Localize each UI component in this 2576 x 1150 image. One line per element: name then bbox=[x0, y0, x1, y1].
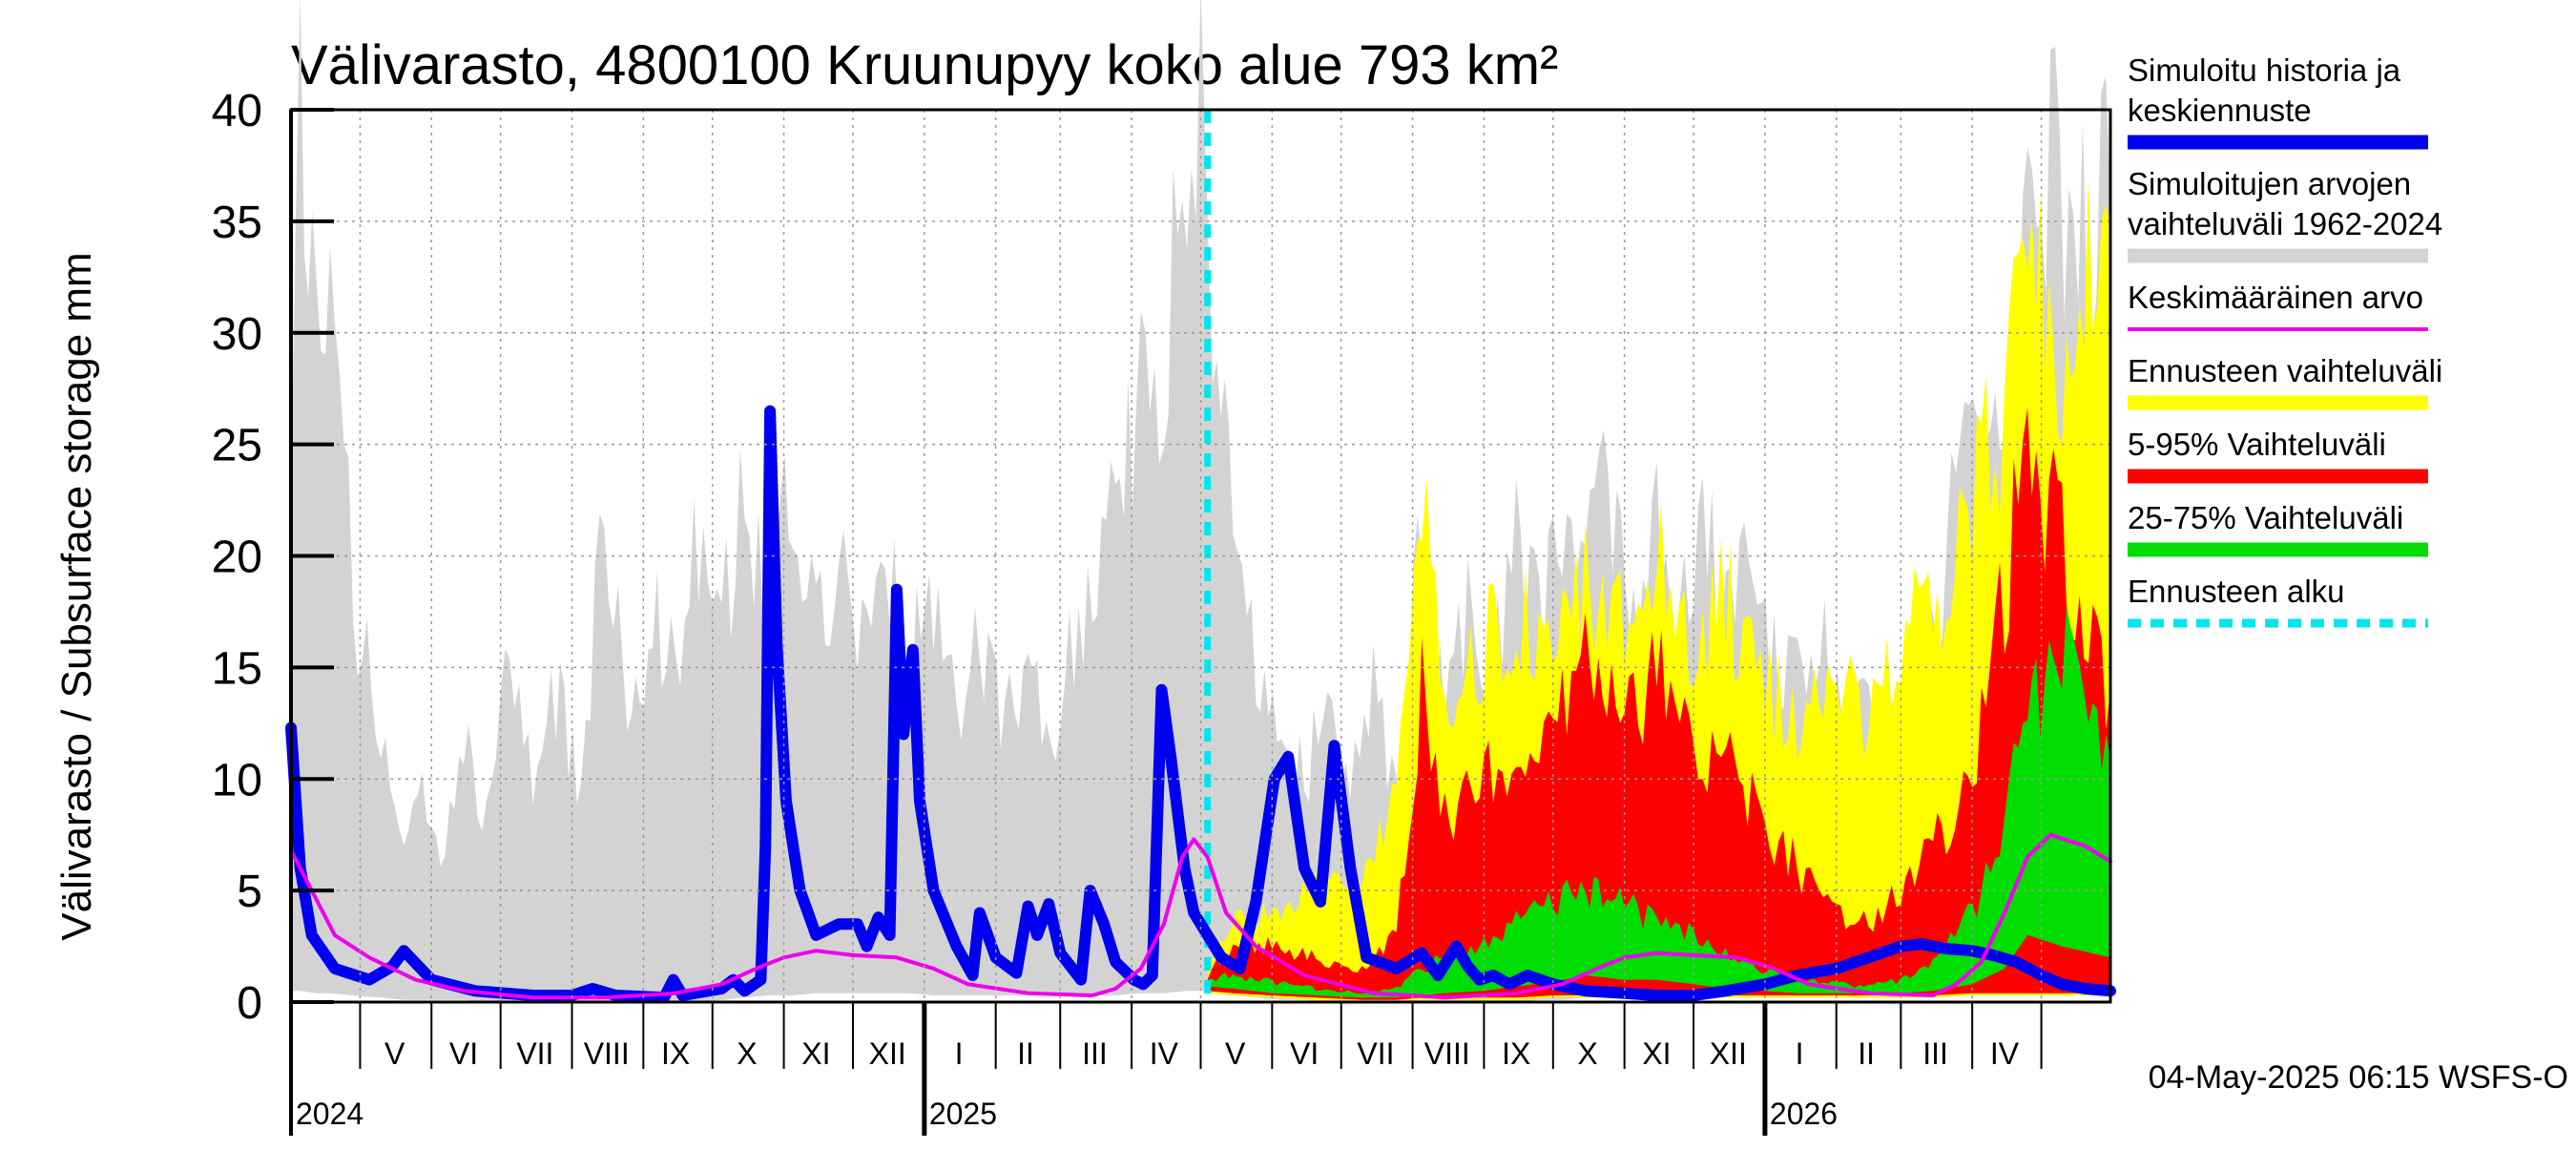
grid-layer bbox=[291, 110, 2110, 1002]
x-tick-label-21: II bbox=[1858, 1036, 1875, 1071]
y-axis-label: Välivarasto / Subsurface storage mm bbox=[53, 252, 100, 940]
x-tick-label-10: III bbox=[1082, 1036, 1108, 1071]
y-tick-label-2: 10 bbox=[212, 755, 262, 805]
x-tick-label-11: IV bbox=[1150, 1036, 1179, 1071]
footer-timestamp: 04-May-2025 06:15 WSFS-O bbox=[2149, 1059, 2568, 1096]
y-tick-label-3: 15 bbox=[212, 643, 262, 694]
x-tick-label-9: II bbox=[1017, 1036, 1034, 1071]
legend-label-4-0: 5-95% Vaihteluväli bbox=[2128, 427, 2386, 462]
series-line-0 bbox=[285, 405, 2116, 1004]
x-tick-label-13: VI bbox=[1290, 1036, 1319, 1071]
x-tick-label-19: XII bbox=[1710, 1036, 1747, 1071]
x-tick-label-22: III bbox=[1922, 1036, 1948, 1071]
y-tick-label-5: 25 bbox=[212, 421, 262, 471]
y-tick-label-7: 35 bbox=[212, 198, 262, 248]
x-tick-label-7: XII bbox=[869, 1036, 906, 1071]
x-tick-label-3: VIII bbox=[584, 1036, 630, 1071]
chart-title: Välivarasto, 4800100 Kruunupyy koko alue… bbox=[291, 34, 1558, 96]
series-line-1 bbox=[289, 832, 2112, 1000]
y-tick-label-6: 30 bbox=[212, 309, 262, 360]
legend-label-1-1: vaihteluväli 1962-2024 bbox=[2128, 206, 2442, 241]
band-2 bbox=[1207, 408, 2110, 1000]
legend-label-0-0: Simuloitu historia ja bbox=[2128, 52, 2401, 88]
legend-label-1-0: Simuloitujen arvojen bbox=[2128, 166, 2411, 201]
legend-label-5-0: 25-75% Vaihteluväli bbox=[2128, 500, 2403, 535]
y-tick-label-8: 40 bbox=[212, 86, 262, 136]
x-tick-label-23: IV bbox=[1990, 1036, 2020, 1071]
y-tick-label-1: 5 bbox=[237, 867, 262, 917]
x-tick-label-18: XI bbox=[1642, 1036, 1671, 1071]
x-tick-label-20: I bbox=[1796, 1036, 1804, 1071]
legend: Simuloitu historia ja keskiennuste Simuloi… bbox=[2128, 52, 2442, 628]
x-tick-label-12: V bbox=[1225, 1036, 1246, 1071]
year-label-0: 2024 bbox=[296, 1097, 364, 1131]
year-label-2: 2026 bbox=[1770, 1097, 1838, 1131]
x-tick-label-4: IX bbox=[661, 1036, 690, 1071]
legend-label-0-1: keskiennuste bbox=[2128, 93, 2312, 128]
x-tick-label-2: VII bbox=[516, 1036, 553, 1071]
legend-label-2-0: Keskimääräinen arvo bbox=[2128, 280, 2423, 315]
x-tick-label-15: VIII bbox=[1424, 1036, 1470, 1071]
year-label-1: 2025 bbox=[929, 1097, 997, 1131]
x-tick-label-0: V bbox=[384, 1036, 405, 1071]
legend-label-3-0: Ennusteen vaihteluväli bbox=[2128, 353, 2442, 388]
y-tick-label-4: 20 bbox=[212, 533, 262, 583]
x-tick-label-5: X bbox=[737, 1036, 757, 1071]
x-tick-label-1: VI bbox=[449, 1036, 478, 1071]
x-tick-label-14: VII bbox=[1357, 1036, 1394, 1071]
y-tick-label-0: 0 bbox=[237, 978, 262, 1029]
x-tick-label-16: IX bbox=[1502, 1036, 1530, 1071]
x-tick-label-17: X bbox=[1577, 1036, 1597, 1071]
x-tick-label-8: I bbox=[955, 1036, 964, 1071]
x-tick-label-6: XI bbox=[801, 1036, 830, 1071]
legend-label-6-0: Ennusteen alku bbox=[2128, 574, 2345, 609]
